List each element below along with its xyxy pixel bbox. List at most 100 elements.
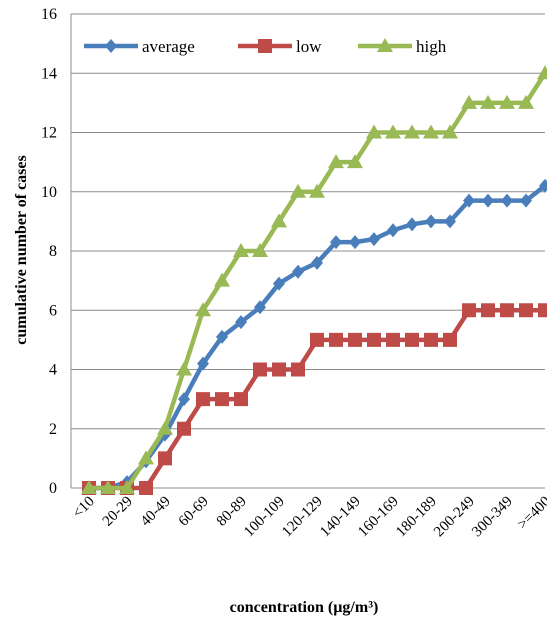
low-point xyxy=(272,362,286,377)
average-point xyxy=(444,214,456,229)
x-tick-label: 40-49 xyxy=(138,494,174,530)
high-point xyxy=(290,183,306,198)
legend-item-high: high xyxy=(358,37,447,56)
average-point xyxy=(197,356,209,371)
average-point xyxy=(501,193,513,208)
low-point xyxy=(367,332,381,347)
high-point xyxy=(233,243,249,257)
x-tick-label: 300-349 xyxy=(469,494,516,541)
low-point xyxy=(196,392,210,407)
low-point xyxy=(462,303,476,318)
low-point xyxy=(500,303,514,318)
average-point xyxy=(406,217,418,232)
high-point xyxy=(138,450,154,465)
low-point xyxy=(253,362,267,377)
high-point xyxy=(214,272,230,287)
x-tick-label: 120-129 xyxy=(279,494,326,541)
high-point xyxy=(442,124,458,139)
x-tick-label: 200-249 xyxy=(431,494,478,541)
high-point xyxy=(100,480,116,494)
y-tick-label: 10 xyxy=(41,184,57,201)
average-point xyxy=(349,235,361,250)
x-tick-label: 100-109 xyxy=(241,494,288,541)
low-point xyxy=(310,332,324,347)
y-tick-labels: 0 2 4 6 8 10 12 14 16 xyxy=(41,6,57,497)
y-tick-label: 16 xyxy=(41,6,57,23)
series-high xyxy=(81,65,547,494)
average-point xyxy=(178,392,190,407)
x-tick-label: 60-69 xyxy=(176,494,212,530)
low-point xyxy=(519,303,533,318)
x-tick-label: 180-189 xyxy=(393,494,440,541)
x-tick-label: 160-169 xyxy=(355,494,402,541)
high-line xyxy=(89,72,547,491)
high-point xyxy=(537,65,547,80)
series-lines xyxy=(81,65,547,495)
high-point xyxy=(461,94,477,109)
y-axis-label: cumulative number of cases xyxy=(13,155,30,344)
low-point xyxy=(215,392,229,407)
average-point xyxy=(520,193,532,208)
high-point xyxy=(176,361,192,376)
average-point xyxy=(292,264,304,279)
high-point xyxy=(157,420,173,435)
high-point xyxy=(423,124,439,139)
high-point xyxy=(366,124,382,139)
low-point xyxy=(386,332,400,347)
average-point xyxy=(235,315,247,330)
average-point xyxy=(482,193,494,208)
x-tick-label: 80-89 xyxy=(214,494,250,530)
low-point xyxy=(405,332,419,347)
y-tick-label: 4 xyxy=(49,362,57,379)
average-point xyxy=(368,232,380,247)
high-point xyxy=(328,154,344,169)
y-tick-label: 6 xyxy=(49,302,57,319)
legend-item-low: low xyxy=(238,37,322,56)
x-tick-label: 20-29 xyxy=(100,494,136,530)
low-point xyxy=(538,303,547,318)
x-tick-label: >=400 xyxy=(515,494,547,533)
average-point xyxy=(216,329,228,344)
high-point xyxy=(385,124,401,139)
average-point xyxy=(387,223,399,238)
low-point xyxy=(177,421,191,436)
y-tick-label: 2 xyxy=(49,421,57,438)
low-point xyxy=(348,332,362,347)
high-point xyxy=(119,480,135,494)
high-point xyxy=(404,124,420,139)
high-point xyxy=(81,480,97,494)
y-tick-label: 0 xyxy=(49,480,57,497)
x-tick-label: <10 xyxy=(70,494,98,522)
low-point xyxy=(139,481,153,495)
high-point xyxy=(518,94,534,109)
y-tick-label: 14 xyxy=(41,65,57,82)
low-point xyxy=(481,303,495,318)
average-point xyxy=(330,235,342,250)
y-tick-label: 8 xyxy=(49,243,57,260)
high-point xyxy=(309,183,325,198)
high-point xyxy=(347,154,363,169)
legend: average low high xyxy=(84,37,447,56)
low-point xyxy=(329,332,343,347)
high-point xyxy=(195,302,211,317)
x-tick-labels: <10 20-29 40-49 60-69 80-89100-109120-129140… xyxy=(70,494,547,541)
y-tick-label: 12 xyxy=(41,125,57,142)
average-point xyxy=(425,214,437,229)
legend-marker xyxy=(258,39,272,53)
legend-label: low xyxy=(296,37,322,56)
average-point xyxy=(539,178,547,193)
series-low xyxy=(82,303,547,495)
legend-marker xyxy=(105,39,117,53)
high-point xyxy=(499,94,515,109)
legend-label: high xyxy=(416,37,447,56)
high-point xyxy=(271,213,287,228)
average-point xyxy=(311,255,323,270)
average-point xyxy=(273,276,285,291)
low-point xyxy=(291,362,305,377)
low-point xyxy=(234,392,248,407)
low-point xyxy=(424,332,438,347)
x-tick-label: 140-149 xyxy=(317,494,364,541)
average-point xyxy=(463,193,475,208)
x-axis-label: concentration (µg/m³) xyxy=(230,599,379,616)
